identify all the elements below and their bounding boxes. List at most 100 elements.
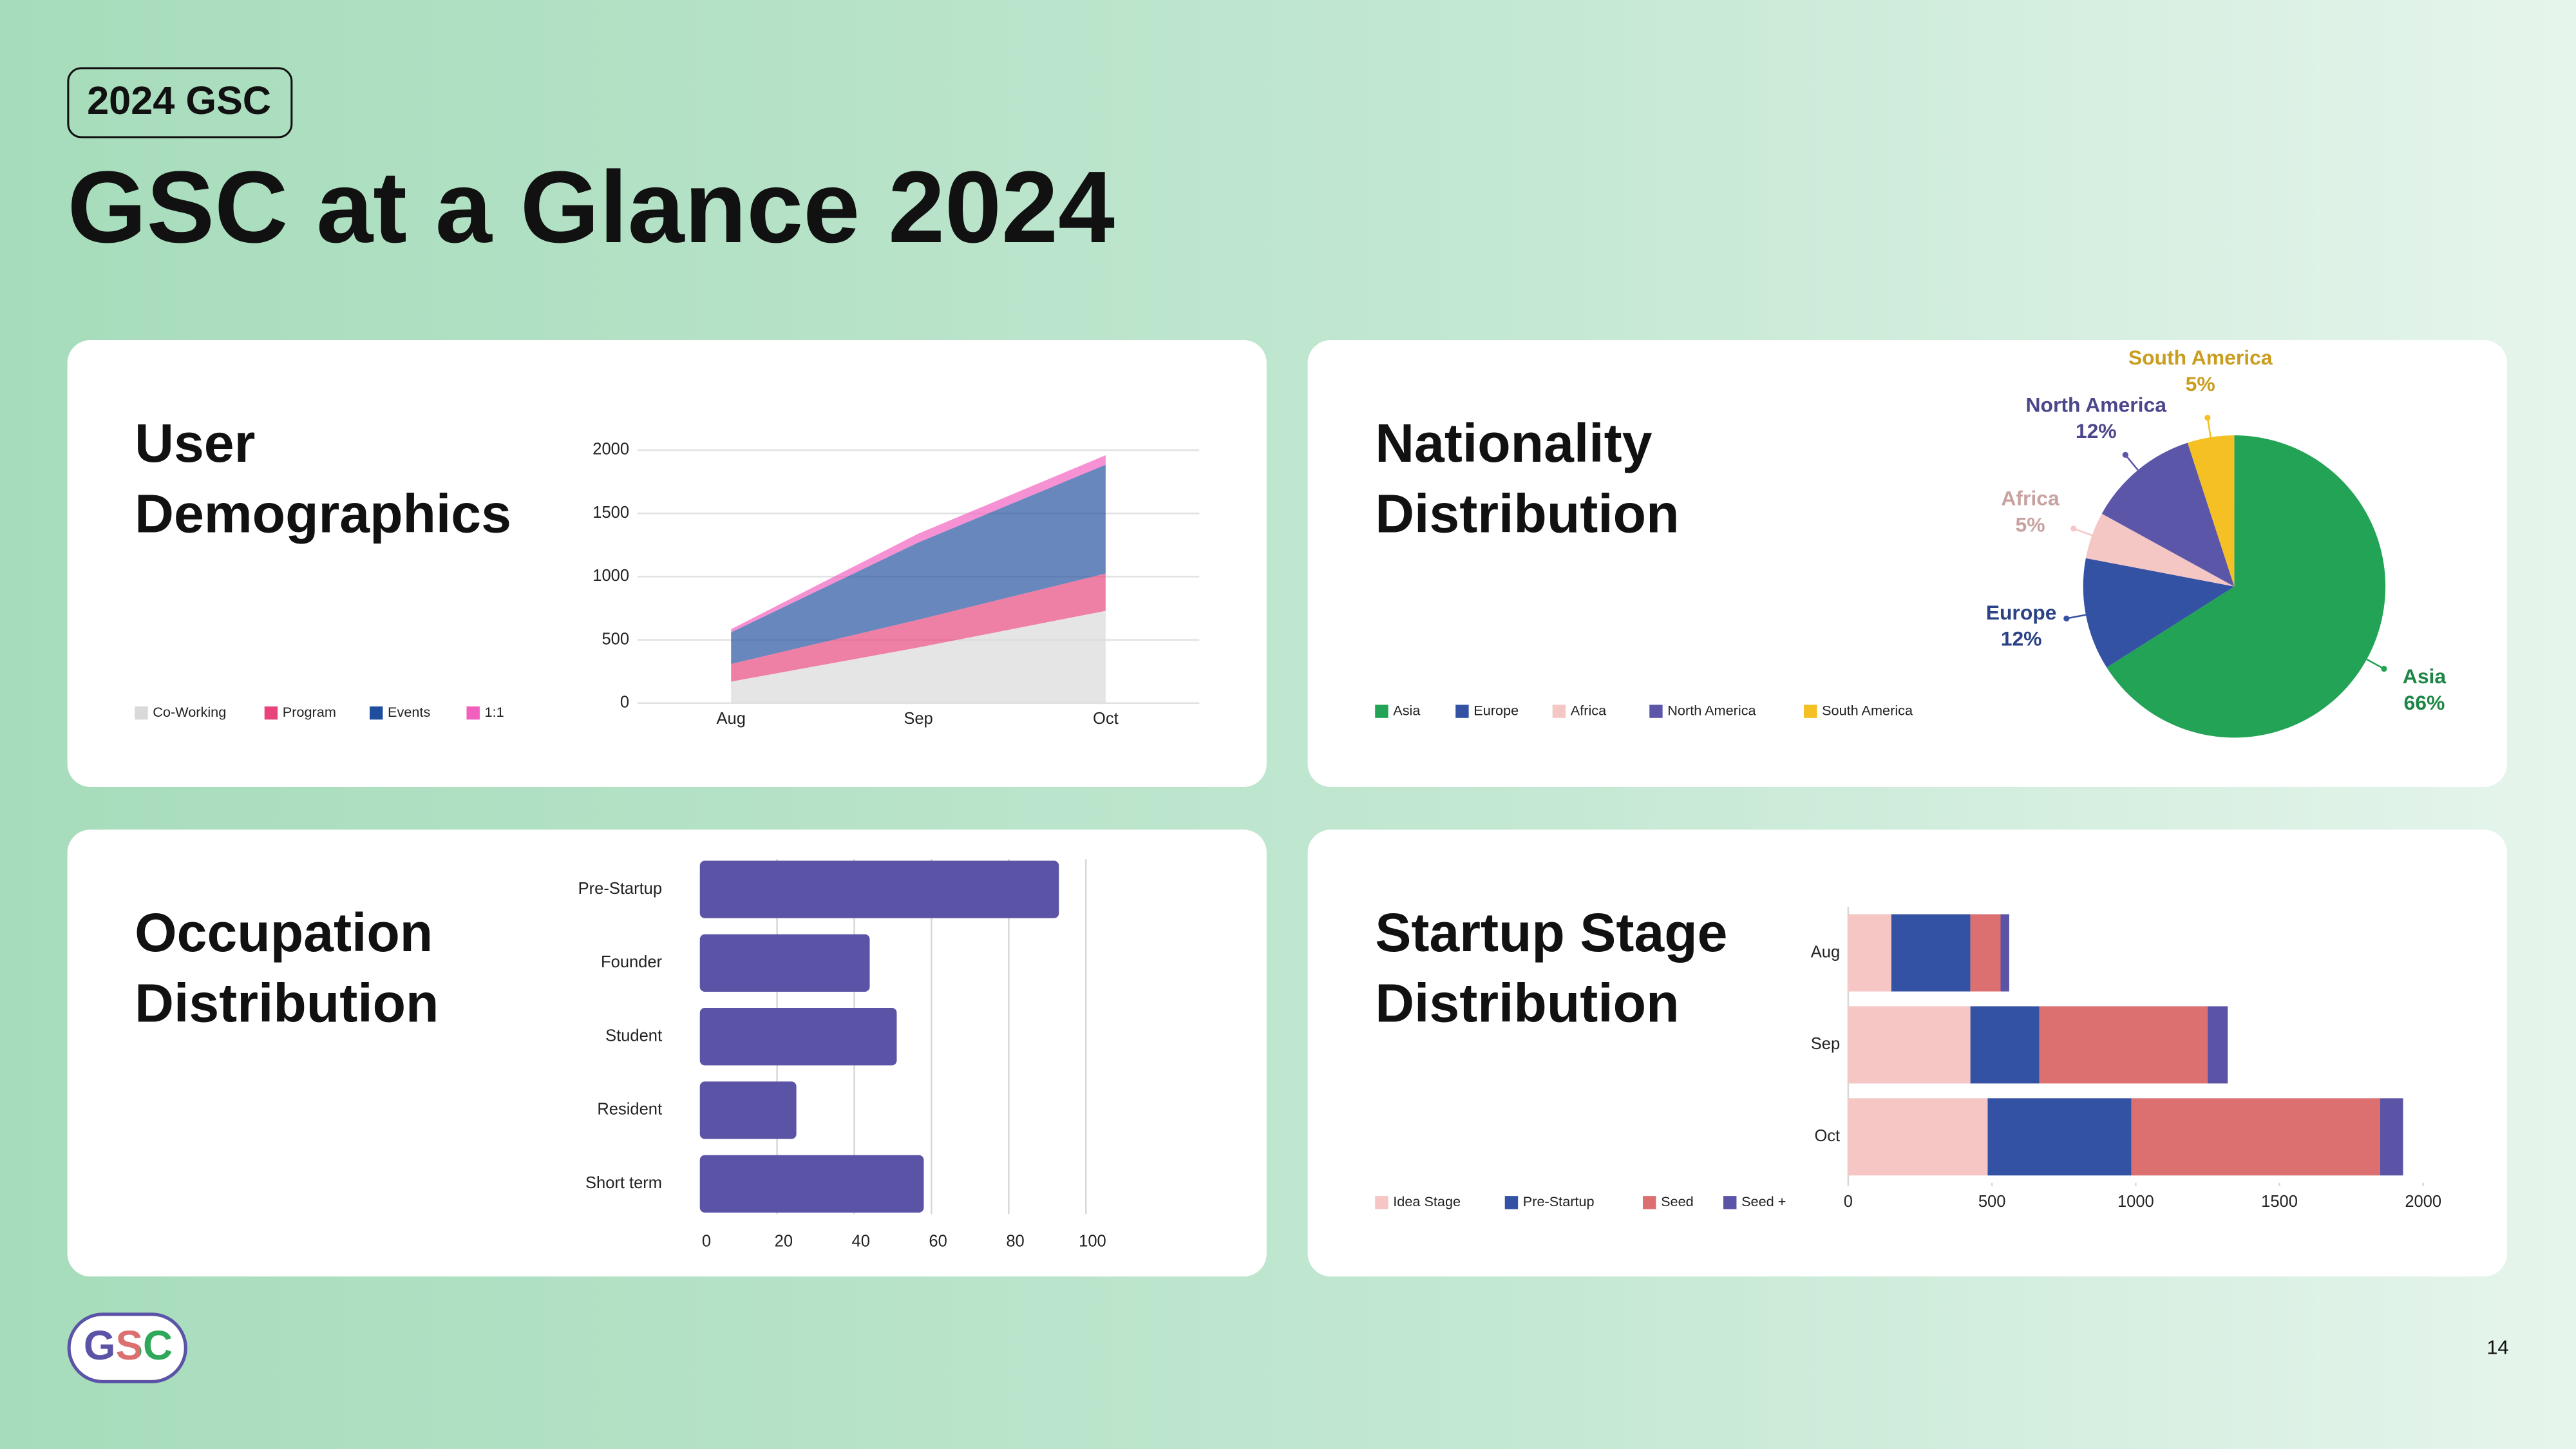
legend-swatch (369, 706, 383, 720)
y-tick-label: Oct (1814, 1127, 1840, 1145)
slice-value: 12% (2076, 419, 2117, 442)
logo-frame (67, 1312, 187, 1383)
area (731, 464, 1106, 664)
leader-line (2125, 454, 2139, 471)
legend-swatch (1643, 1196, 1656, 1209)
leader-line (2206, 417, 2211, 438)
bar (699, 1008, 897, 1066)
legend-swatch (1552, 705, 1566, 718)
area (731, 573, 1106, 682)
area (731, 455, 1106, 632)
slice-value: 5% (2016, 513, 2045, 536)
x-tick-label: 80 (1006, 1232, 1024, 1250)
chart-title-box: Nationality Distribution (1375, 412, 1680, 544)
bar-segment (2207, 1006, 2228, 1084)
legend-swatch (1455, 705, 1469, 718)
legend-label: North America (1667, 702, 1756, 718)
bar-segment (1848, 914, 1891, 992)
y-tick-label: 0 (620, 694, 629, 712)
slice-label: Asia (2403, 665, 2447, 688)
bar-segment (1987, 1098, 2132, 1176)
x-tick-label: 1000 (2117, 1193, 2154, 1211)
legend-label: Co-Working (153, 704, 226, 720)
legend-label: Events (388, 704, 430, 720)
chart-title: Startup Stage Distribution (1375, 902, 1728, 1034)
page-number: 14 (2486, 1336, 2508, 1358)
bar (699, 860, 1059, 918)
logo: GSC (84, 1322, 173, 1368)
leader-dot (2204, 415, 2211, 421)
x-tick-label: Sep (904, 710, 933, 728)
x-tick-label: 60 (929, 1232, 947, 1250)
bar-segment (1970, 1006, 2040, 1084)
leader-dot (2122, 451, 2128, 458)
slice-label: Europe (1986, 601, 2057, 624)
chart-title: Nationality Distribution (1375, 412, 1680, 544)
y-tick-label: 500 (601, 630, 629, 648)
y-tick-label: Founder (601, 953, 662, 971)
bar (699, 934, 870, 992)
x-tick-label: Aug (717, 710, 746, 728)
legend-swatch (1504, 1196, 1519, 1209)
bar-segment (2131, 1098, 2380, 1176)
x-tick-label: 20 (775, 1232, 793, 1250)
y-tick-label: Pre-Startup (578, 880, 662, 898)
bar-segment (1970, 914, 2001, 992)
legend-swatch (1375, 705, 1388, 718)
area (731, 611, 1106, 703)
x-tick-label: 1500 (2261, 1193, 2298, 1211)
y-tick-label: Sep (1811, 1035, 1840, 1053)
x-tick-label: 0 (1844, 1193, 1853, 1211)
y-tick-label: Student (605, 1027, 662, 1045)
slice-value: 66% (2404, 691, 2445, 714)
legend-label: Seed + (1741, 1193, 1786, 1209)
chart-title-box: User Demographics (135, 412, 511, 544)
pie-slice (2107, 435, 2386, 738)
leader-line (2073, 527, 2093, 536)
legend-swatch (1375, 1196, 1388, 1209)
card (67, 829, 1267, 1277)
legend-swatch (135, 706, 148, 720)
pie-slice (2187, 435, 2235, 587)
pie-slice (2083, 558, 2235, 668)
legend-swatch (1723, 1196, 1737, 1209)
legend-label: Pre-Startup (1523, 1193, 1595, 1209)
legend-label: 1:1 (485, 704, 504, 720)
chart-title-box: Startup Stage Distribution (1375, 902, 1728, 1034)
slice-label: North America (2026, 393, 2167, 416)
y-tick-label: 2000 (592, 440, 629, 459)
x-tick-label: Oct (1093, 710, 1119, 728)
x-tick-label: 100 (1079, 1232, 1106, 1250)
page-title: GSC at a Glance 2024 (68, 150, 1115, 264)
slice-value: 5% (2186, 372, 2215, 395)
y-tick-label: Aug (1811, 943, 1840, 961)
badge-frame (67, 67, 293, 138)
legend-label: Africa (1571, 702, 1607, 718)
y-tick-label: Resident (597, 1101, 662, 1119)
pie-slice (2101, 442, 2235, 587)
bar-segment (1848, 1006, 1971, 1084)
leader-dot (2070, 526, 2077, 532)
legend-swatch (466, 706, 480, 720)
pie-slice (2085, 513, 2235, 587)
badge: 2024 GSC (87, 79, 271, 122)
bar-segment (1891, 914, 1971, 992)
x-tick-label: 40 (852, 1232, 870, 1250)
bar-segment (1848, 1098, 1988, 1176)
bar (699, 1081, 797, 1139)
legend-label: Europe (1473, 702, 1519, 718)
chart-title-box: Occupation Distribution (135, 902, 439, 1034)
y-tick-label: 1500 (592, 504, 629, 522)
slice-label: South America (2128, 346, 2273, 369)
bar-segment (2039, 1006, 2208, 1084)
x-tick-label: 0 (702, 1232, 711, 1250)
chart-title: User Demographics (135, 412, 511, 544)
legend-label: Idea Stage (1393, 1193, 1461, 1209)
legend-label: Program (283, 704, 336, 720)
y-tick-label: Short term (585, 1174, 662, 1192)
leader-line (2066, 614, 2087, 620)
bar-segment (2000, 914, 2009, 992)
legend-label: Asia (1393, 702, 1421, 718)
leader-dot (2381, 665, 2387, 672)
x-tick-label: 500 (1978, 1193, 2006, 1211)
